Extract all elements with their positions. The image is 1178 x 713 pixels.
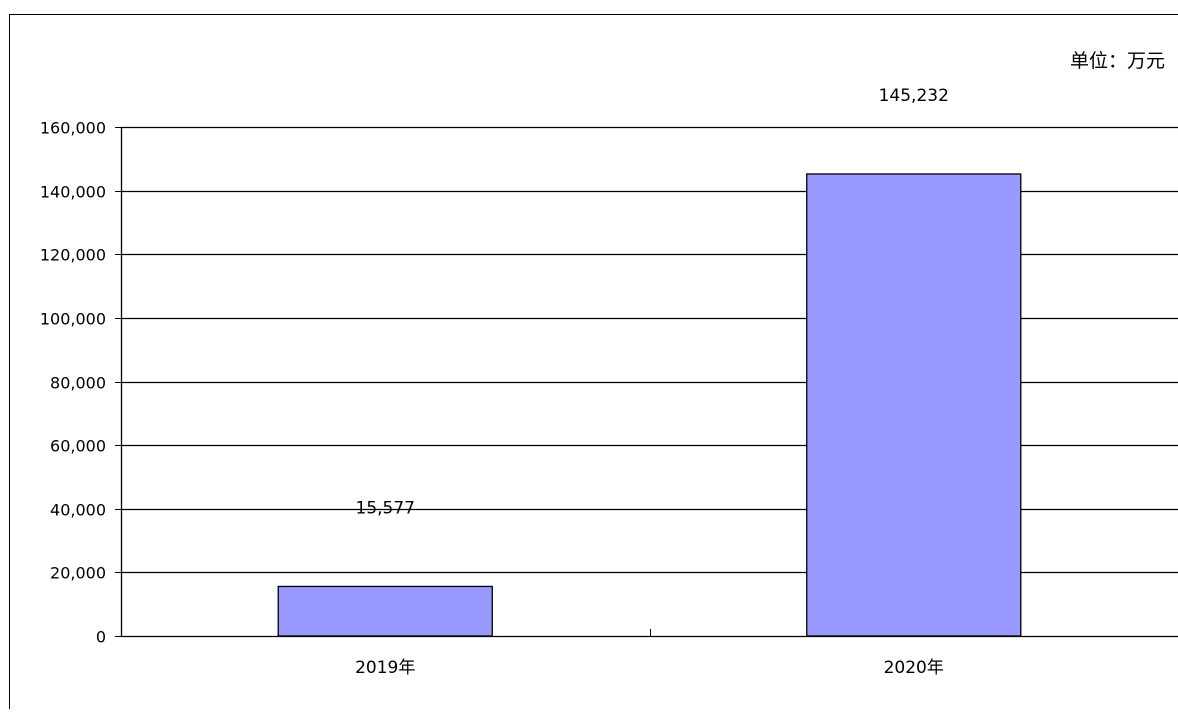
y-tick-label: 160,000 bbox=[40, 119, 106, 138]
y-tick-label: 40,000 bbox=[50, 501, 106, 520]
y-tick-label: 0 bbox=[96, 628, 106, 647]
y-tick-label: 120,000 bbox=[40, 246, 106, 265]
bar bbox=[278, 586, 492, 636]
y-tick-label: 100,000 bbox=[40, 310, 106, 329]
bar-value-label: 15,577 bbox=[356, 498, 415, 518]
y-tick-label: 140,000 bbox=[40, 183, 106, 202]
y-tick-label: 80,000 bbox=[50, 374, 106, 393]
y-tick-label: 60,000 bbox=[50, 437, 106, 456]
y-tick-label: 20,000 bbox=[50, 564, 106, 583]
x-tick-label: 2020年 bbox=[884, 658, 944, 678]
bar-value-label: 145,232 bbox=[879, 86, 949, 106]
bar bbox=[807, 174, 1021, 636]
x-tick-label: 2019年 bbox=[355, 658, 415, 678]
unit-label: 单位：万元 bbox=[1070, 50, 1165, 72]
